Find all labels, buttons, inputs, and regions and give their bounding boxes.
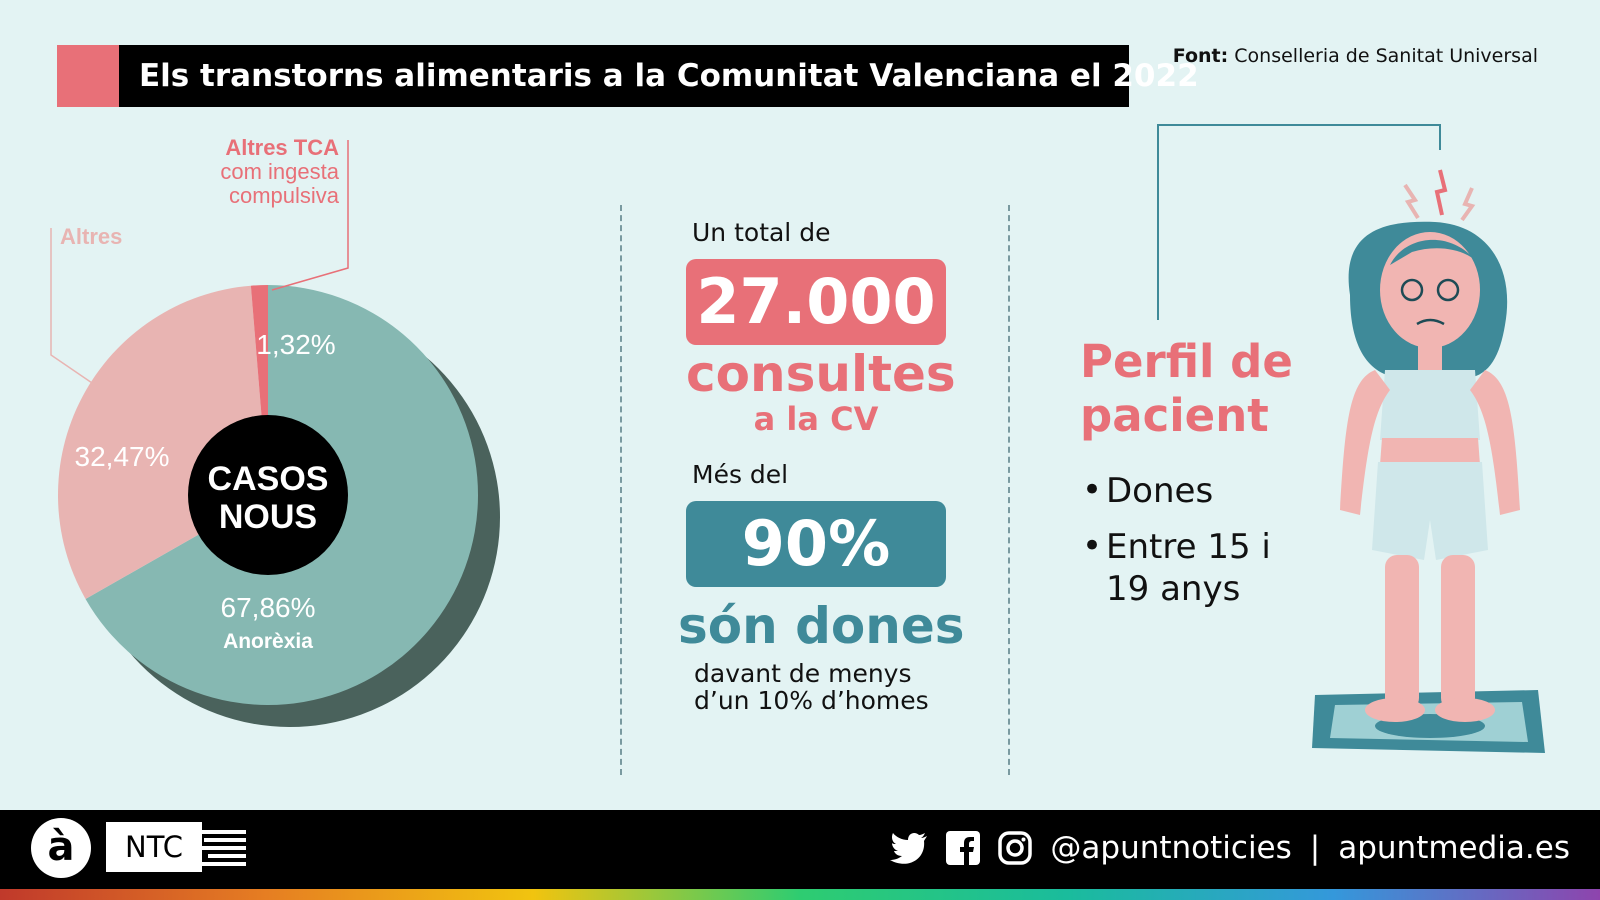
- social-handle[interactable]: @apuntnoticies: [1050, 830, 1292, 866]
- women-note-line-2: d’un 10% d’homes: [694, 686, 929, 715]
- bullet-dot-icon: •: [1082, 526, 1103, 566]
- divider-left: [620, 205, 622, 775]
- callout-tca-2: com ingesta: [220, 159, 339, 184]
- total-place: a la CV: [753, 400, 879, 438]
- callout-tca-3: compulsiva: [229, 183, 340, 208]
- bullet-text: Dones: [1106, 471, 1214, 511]
- profile-title: Perfil de pacient: [1080, 335, 1320, 443]
- facebook-icon[interactable]: [946, 831, 981, 865]
- center-label-1: CASOS: [208, 460, 329, 498]
- profile-bullet: • Entre 15 i 19 anys: [1082, 526, 1306, 610]
- slice-label-altres: 32,47%: [75, 441, 170, 472]
- callout-tca-1: Altres TCA: [225, 135, 339, 160]
- total-unit: consultes: [686, 345, 956, 403]
- slice-label-anorexia: 67,86%: [221, 592, 316, 623]
- title-accent: [57, 45, 119, 107]
- footer-bar: [0, 810, 1600, 890]
- callout-line-tca: [271, 140, 349, 291]
- profile-bullet: • Dones: [1082, 470, 1306, 512]
- callout-anorexia: Anorèxia: [223, 630, 313, 653]
- source-value: Conselleria de Sanitat Universal: [1234, 45, 1538, 67]
- center-label-2: NOUS: [219, 498, 317, 536]
- women-unit: són dones: [678, 597, 965, 655]
- bullet-text: Entre 15 i 19 anys: [1106, 527, 1271, 609]
- women-note: davant de menys d’un 10% d’homes: [694, 660, 929, 714]
- donut-chart: 1,32% 32,47% 67,86% Anorèxia CASOS NOUS …: [50, 135, 501, 727]
- ntc-logo: NTC: [106, 822, 202, 872]
- women-value-box: 90%: [686, 501, 946, 587]
- patient-illustration-icon: [1157, 124, 1545, 753]
- women-note-line-1: davant de menys: [694, 659, 912, 688]
- website-link[interactable]: apuntmedia.es: [1338, 830, 1570, 866]
- bullet-dot-icon: •: [1082, 470, 1103, 510]
- ntc-stripes-icon: [198, 830, 246, 866]
- rainbow-strip: [0, 889, 1600, 900]
- callout-line-altres: [50, 228, 96, 386]
- total-value-box: 27.000: [686, 259, 946, 345]
- callout-altres: Altres: [60, 224, 122, 249]
- women-intro: Més del: [692, 460, 789, 489]
- page-title: Els transtorns alimentaris a la Comunita…: [139, 58, 1199, 94]
- profile-bullets: • Dones • Entre 15 i 19 anys: [1082, 470, 1306, 624]
- divider-right: [1008, 205, 1010, 775]
- profile-title-line-2: pacient: [1080, 389, 1269, 442]
- profile-title-line-1: Perfil de: [1080, 335, 1293, 388]
- social-links: @apuntnoticies | apuntmedia.es: [890, 818, 1570, 878]
- twitter-icon[interactable]: [890, 832, 928, 864]
- slice-label-tca: 1,32%: [256, 329, 335, 360]
- source-label: Font:: [1172, 45, 1229, 67]
- footer-separator: |: [1309, 830, 1321, 866]
- total-intro: Un total de: [692, 218, 831, 247]
- donut-hole: [188, 415, 348, 575]
- title-bar: Els transtorns alimentaris a la Comunita…: [57, 45, 1199, 107]
- apunt-logo-icon: à: [31, 818, 91, 878]
- source-note: Font: Conselleria de Sanitat Universal: [1173, 45, 1538, 67]
- instagram-icon[interactable]: [998, 831, 1033, 865]
